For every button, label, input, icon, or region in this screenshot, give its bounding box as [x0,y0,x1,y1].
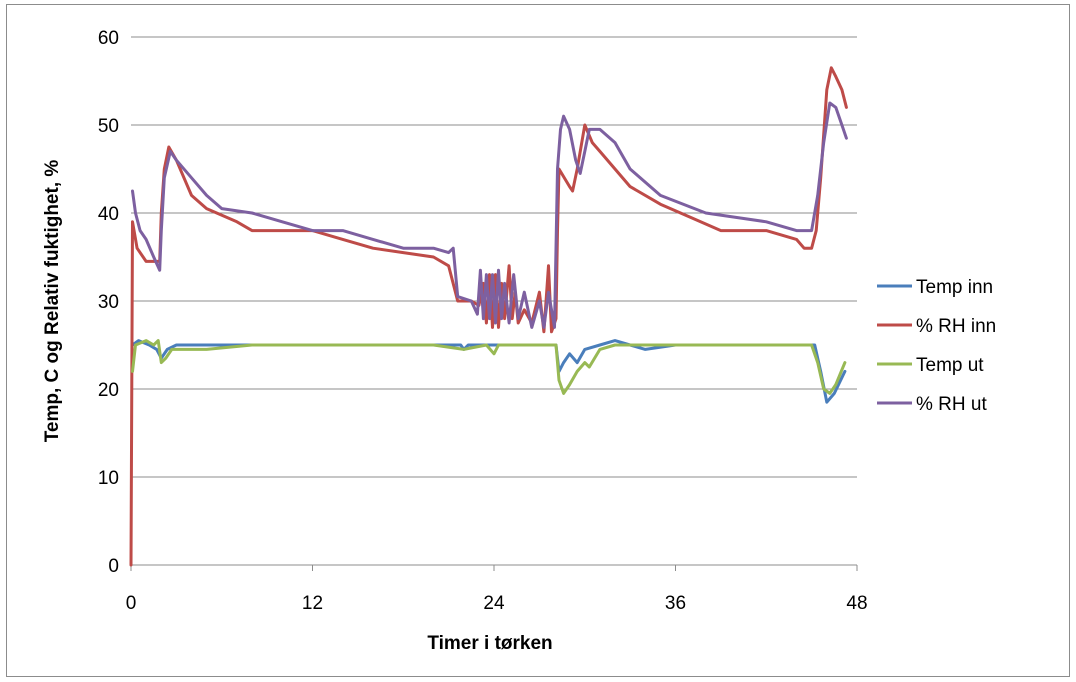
x-tick-label: 48 [846,593,867,614]
legend-label-3: Temp ut [916,355,984,376]
legend-label-4: % RH ut [916,394,987,415]
y-tick-label: 10 [98,468,119,489]
axes [130,564,858,571]
x-tick-label: 0 [126,593,137,614]
y-tick-label: 50 [98,116,119,137]
series-line-4 [131,101,848,329]
x-axis-title: Timer i tørken [427,633,552,654]
tick-labels: 0 10 20 30 40 50 60 0 12 24 36 48 [98,28,868,614]
legend-label-1: Temp inn [916,277,993,298]
x-tick-label: 24 [483,593,505,614]
x-tick-label: 36 [665,593,686,614]
y-tick-label: 60 [98,28,119,49]
legend-label-2: % RH inn [916,316,996,337]
y-tick-label: 40 [98,204,119,225]
y-tick-label: 20 [98,380,119,401]
y-tick-label: 0 [108,556,119,577]
y-tick-label: 30 [98,292,119,313]
series-line-3 [131,339,847,395]
y-axis-title: Temp, C og Relativ fuktighet, % [42,160,63,443]
series-lines [129,66,848,567]
legend: Temp inn % RH inn Temp ut % RH ut [877,277,996,415]
grid-lines [131,36,857,478]
x-tick-label: 12 [302,593,323,614]
